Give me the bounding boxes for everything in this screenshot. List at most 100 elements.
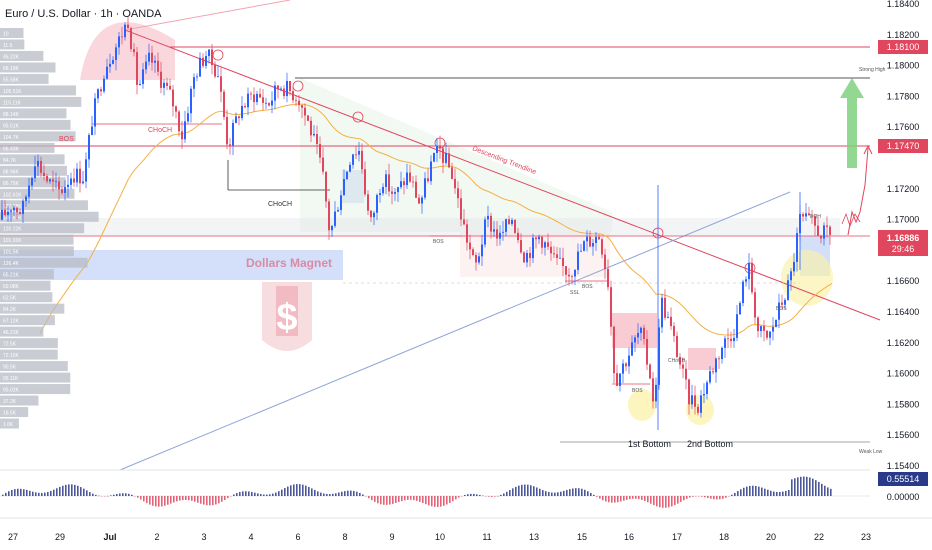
volume-profile-label: 84.2K xyxy=(3,307,17,313)
candle-body xyxy=(262,97,264,103)
x-tick-label: Jul xyxy=(103,532,116,542)
volume-profile-label: 59.08K xyxy=(3,284,20,290)
fair-value-band xyxy=(0,218,840,236)
volume-profile-bar xyxy=(0,280,51,291)
volume-profile-label: 126.4K xyxy=(3,261,20,267)
candle-body xyxy=(574,269,576,277)
volume-profile-bar xyxy=(0,200,88,211)
volume-profile-bar xyxy=(0,142,55,153)
oscillator-bar xyxy=(164,496,166,506)
candle-body xyxy=(19,212,21,215)
candle-body xyxy=(367,194,369,211)
candle-body xyxy=(562,257,564,267)
candle-body xyxy=(622,363,624,374)
x-tick-label: 17 xyxy=(672,532,682,542)
oscillator-bar xyxy=(827,487,829,496)
candle-body xyxy=(523,252,525,263)
oscillator-bar xyxy=(26,489,28,496)
oscillator-bar xyxy=(413,496,415,501)
candle-body xyxy=(640,327,642,333)
oscillator-bar xyxy=(806,476,808,496)
oscillator-bar xyxy=(137,496,139,498)
candle-body xyxy=(793,261,795,272)
candle-body xyxy=(253,94,255,103)
volume-profile-label: 55.58K xyxy=(3,77,20,83)
oscillator-bar xyxy=(146,496,148,504)
candle-body xyxy=(694,395,696,407)
candle-body xyxy=(610,287,612,327)
candle-body xyxy=(733,337,735,342)
oscillator-bar xyxy=(632,496,634,499)
price-badge-118100: 1.18100 xyxy=(878,40,928,54)
candle-body xyxy=(388,174,390,192)
candle-body xyxy=(325,171,327,202)
volume-profile-label: 66.43K xyxy=(3,146,20,152)
volume-profile-label: 101.5K xyxy=(3,250,20,256)
oscillator-bar xyxy=(200,496,202,504)
candle-body xyxy=(373,212,375,218)
candle-body xyxy=(499,232,501,239)
oscillator-bar xyxy=(581,488,583,496)
volume-profile-label: 62.5K xyxy=(3,296,17,302)
volume-profile-bar xyxy=(0,223,85,234)
candle-body xyxy=(520,240,522,253)
oscillator-bar xyxy=(338,492,340,496)
candle-body xyxy=(73,178,75,183)
candle-body xyxy=(46,176,48,182)
candle-body xyxy=(184,121,186,140)
oscillator-bar xyxy=(521,484,523,496)
candle-body xyxy=(22,200,24,215)
oscillator-bar xyxy=(638,496,640,500)
candle-body xyxy=(232,122,234,146)
candle-body xyxy=(544,242,546,248)
oscillator-bar xyxy=(89,492,91,496)
oscillator-bar xyxy=(308,486,310,496)
oscillator-bar xyxy=(815,480,817,496)
candle-body xyxy=(490,215,492,232)
candle-body xyxy=(154,60,156,63)
oscillator-bar xyxy=(239,491,241,496)
oscillator-bar xyxy=(245,491,247,496)
oscillator-bar xyxy=(59,486,61,496)
candle-body xyxy=(655,384,657,402)
oscillator-bar xyxy=(509,490,511,496)
candle-body xyxy=(361,150,363,170)
candle-body xyxy=(334,211,336,226)
candle-body xyxy=(730,338,732,342)
y-tick-label: 1.15600 xyxy=(887,430,920,440)
oscillator-bar xyxy=(191,496,193,501)
candle-body xyxy=(331,225,333,231)
oscillator-bar xyxy=(143,496,145,502)
candle-body xyxy=(58,181,60,190)
candle-body xyxy=(310,120,312,136)
candle-body xyxy=(718,358,720,360)
oscillator-bar xyxy=(596,496,598,497)
oscillator-bar xyxy=(473,493,475,496)
oscillator-bar xyxy=(182,496,184,501)
candle-body xyxy=(223,91,225,117)
candle-body xyxy=(271,100,273,106)
choch-label-3: CHoCH xyxy=(668,358,686,364)
candle-body xyxy=(328,201,330,231)
x-tick-label: 18 xyxy=(719,532,729,542)
oscillator-zero-label: 0.00000 xyxy=(887,492,920,502)
oscillator-bar xyxy=(293,484,295,496)
volume-profile-bar xyxy=(0,349,58,360)
oscillator-bar xyxy=(17,488,19,496)
candle-body xyxy=(496,229,498,239)
swing-circle-1 xyxy=(212,49,224,61)
volume-profile-label: 72.5K xyxy=(3,342,17,348)
candle-body xyxy=(808,213,810,216)
candle-body xyxy=(145,61,147,70)
candle-body xyxy=(403,181,405,186)
candle-body xyxy=(415,181,417,198)
oscillator-bar xyxy=(662,496,664,508)
volume-profile-bar xyxy=(0,338,58,349)
oscillator-bar xyxy=(68,484,70,496)
candle-body xyxy=(280,88,282,90)
oscillator-bar xyxy=(284,488,286,496)
candle-body xyxy=(31,178,33,186)
candle-body xyxy=(370,210,372,218)
